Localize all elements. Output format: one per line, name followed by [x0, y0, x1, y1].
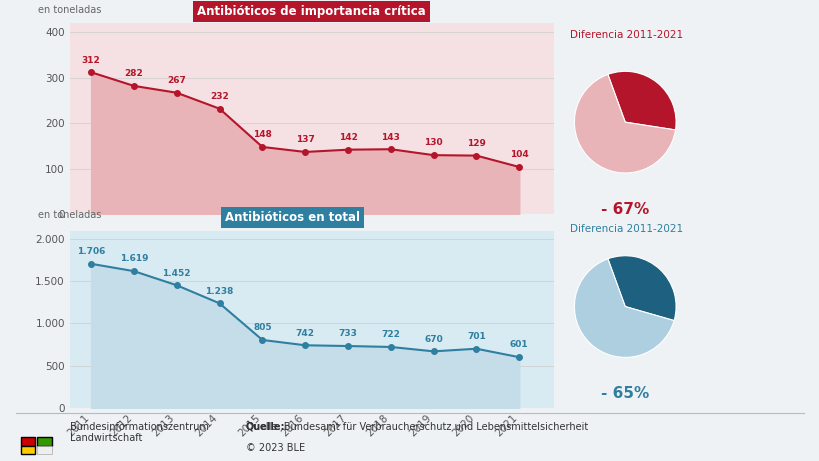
Text: Quelle: Bundesamt für Verbraucherschutz und Lebensmittelsicherheit: Quelle: Bundesamt für Verbraucherschutz …	[246, 422, 587, 432]
Text: 148: 148	[252, 130, 271, 139]
Text: 805: 805	[253, 323, 271, 332]
Text: Antibióticos en total: Antibióticos en total	[224, 211, 360, 224]
Text: 129: 129	[467, 139, 486, 148]
Text: 142: 142	[338, 133, 357, 142]
Text: 1.706: 1.706	[77, 247, 105, 256]
Wedge shape	[607, 256, 675, 320]
Text: 742: 742	[296, 329, 314, 337]
Text: 104: 104	[509, 150, 528, 159]
Text: 137: 137	[296, 135, 314, 144]
Text: 282: 282	[124, 69, 143, 78]
Text: 232: 232	[210, 92, 229, 101]
Text: 130: 130	[423, 138, 442, 148]
Text: 601: 601	[509, 341, 528, 349]
Text: 1.452: 1.452	[162, 269, 191, 278]
Text: en toneladas: en toneladas	[38, 6, 102, 15]
Text: Bundesinformationszentrum
Landwirtschaft: Bundesinformationszentrum Landwirtschaft	[70, 422, 208, 443]
Text: 1.238: 1.238	[205, 287, 233, 296]
Text: - 67%: - 67%	[600, 201, 649, 217]
Text: Diferencia 2011-2021: Diferencia 2011-2021	[569, 30, 682, 40]
Text: 312: 312	[82, 55, 101, 65]
Text: 701: 701	[467, 332, 485, 341]
Text: 143: 143	[381, 132, 400, 142]
Text: © 2023 BLE: © 2023 BLE	[246, 443, 305, 454]
Wedge shape	[607, 71, 675, 130]
Text: 733: 733	[338, 329, 357, 338]
Wedge shape	[574, 259, 673, 357]
Text: Diferencia 2011-2021: Diferencia 2011-2021	[569, 224, 682, 234]
Text: 1.619: 1.619	[120, 254, 148, 263]
Text: Antibióticos de importancia crítica: Antibióticos de importancia crítica	[197, 5, 425, 18]
Text: en toneladas: en toneladas	[38, 210, 102, 220]
Text: 722: 722	[381, 330, 400, 339]
Text: 670: 670	[423, 335, 442, 343]
Wedge shape	[574, 74, 675, 173]
Text: - 65%: - 65%	[600, 386, 649, 401]
Text: 267: 267	[167, 76, 186, 85]
Text: Quelle:: Quelle:	[246, 422, 285, 432]
